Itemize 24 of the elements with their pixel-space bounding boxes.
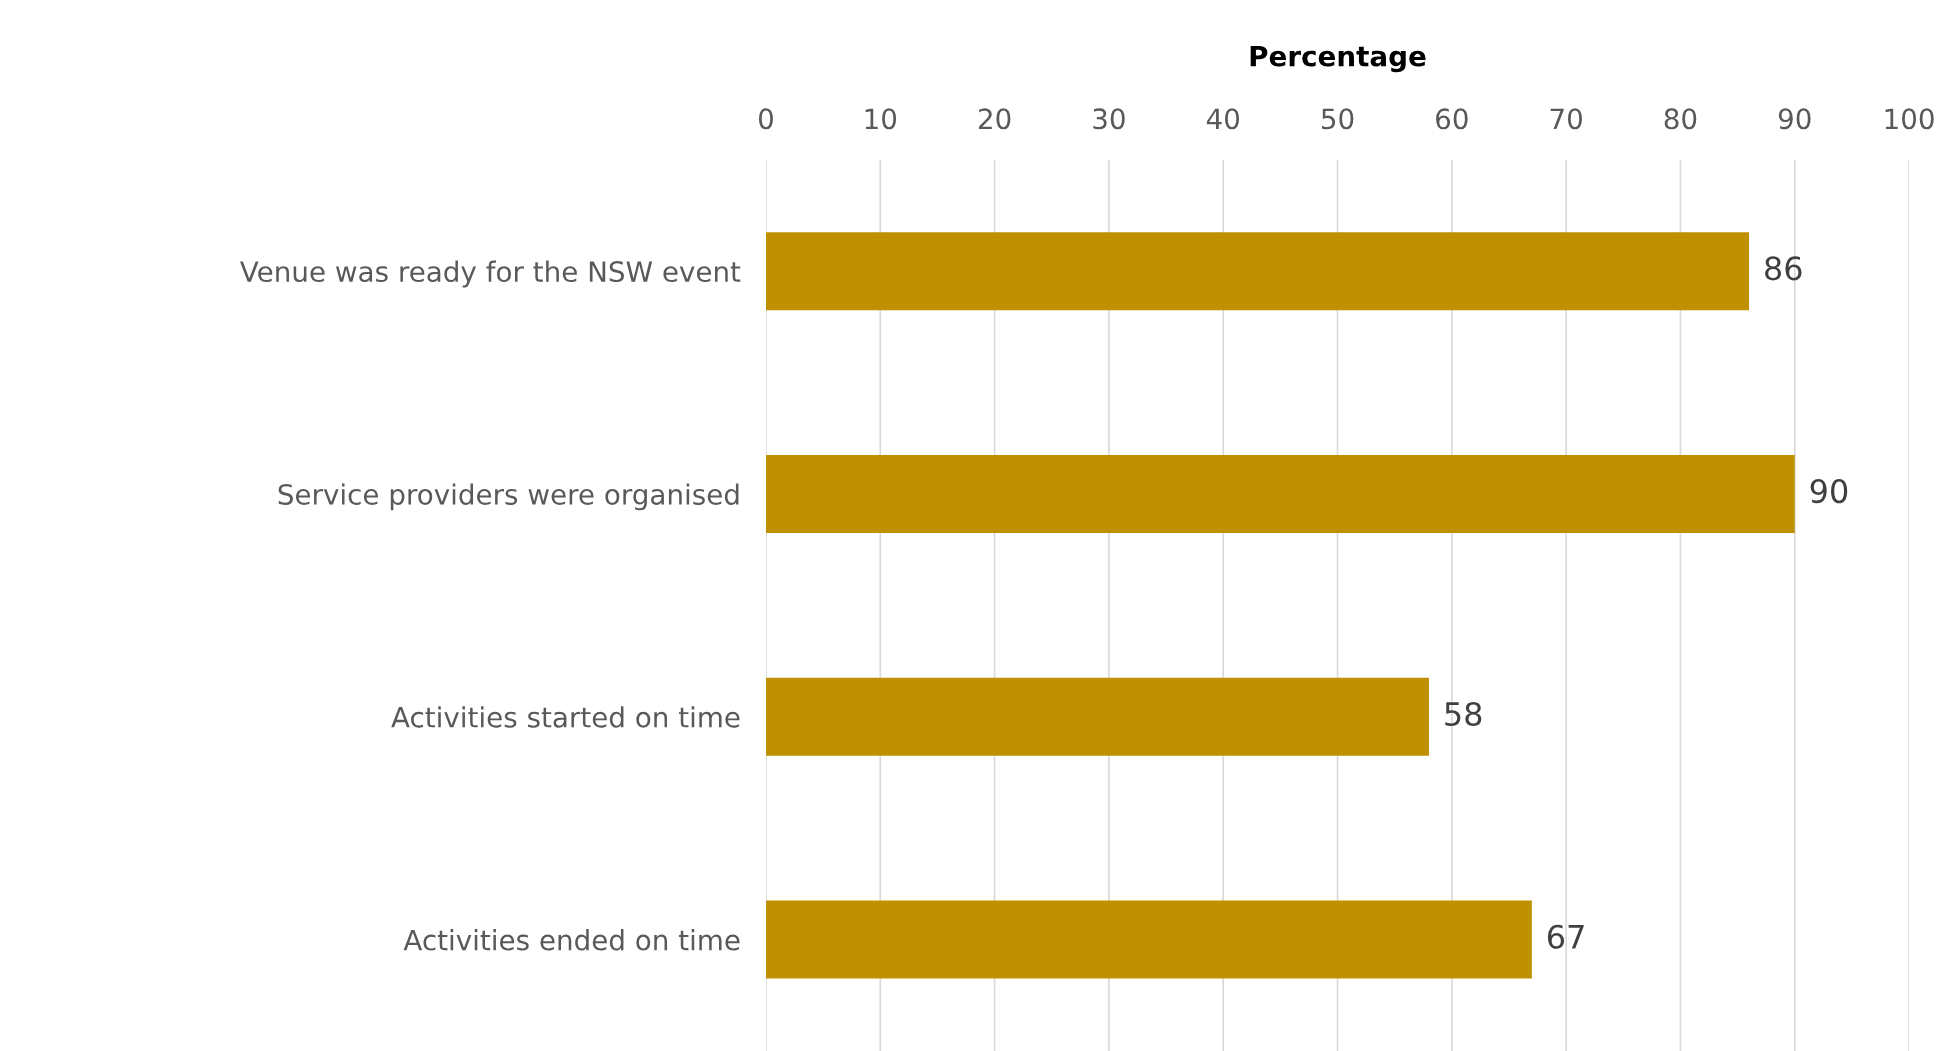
bar bbox=[765, 900, 1532, 979]
data-label: 90 bbox=[1810, 479, 1848, 504]
data-label: 58 bbox=[1445, 701, 1482, 727]
x-tick-label: 40 bbox=[1206, 108, 1240, 130]
x-tick-label: 80 bbox=[1664, 108, 1697, 130]
y-tick-label: Venue was ready for the NSW event bbox=[240, 260, 741, 288]
x-tick-label: 30 bbox=[1093, 108, 1125, 130]
bar bbox=[765, 677, 1429, 756]
x-tick-label: 20 bbox=[978, 108, 1011, 130]
data-label: 67 bbox=[1547, 924, 1584, 949]
x-tick-label: 10 bbox=[865, 108, 897, 130]
bar bbox=[765, 232, 1750, 311]
data-label: 86 bbox=[1765, 256, 1802, 281]
x-tick-label: 50 bbox=[1321, 108, 1354, 130]
x-tick-label: 70 bbox=[1550, 108, 1582, 130]
x-tick-label: 0 bbox=[758, 108, 773, 130]
y-tick-label: Service providers were organised bbox=[278, 483, 739, 511]
bar bbox=[765, 454, 1795, 533]
y-tick-label: Activities started on time bbox=[391, 706, 740, 728]
x-tick-label: 60 bbox=[1436, 108, 1468, 130]
x-tick-label: 90 bbox=[1778, 108, 1811, 130]
x-tick-label: 100 bbox=[1885, 108, 1934, 130]
x-axis-title: Percentage bbox=[1250, 45, 1426, 73]
y-tick-label: Activities ended on time bbox=[403, 929, 740, 951]
